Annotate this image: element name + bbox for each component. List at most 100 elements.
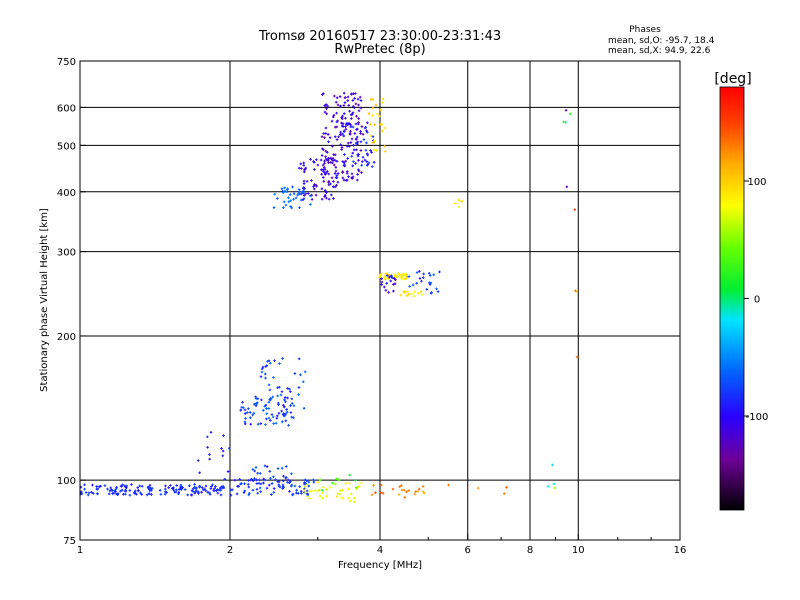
data-point xyxy=(140,493,144,496)
data-point xyxy=(130,483,133,486)
data-point xyxy=(280,187,284,191)
data-point xyxy=(222,434,225,437)
data-point xyxy=(247,407,250,410)
data-point xyxy=(370,493,374,497)
data-point xyxy=(106,487,109,491)
data-point xyxy=(124,488,127,492)
data-point xyxy=(239,408,243,412)
data-point xyxy=(312,187,316,191)
data-point xyxy=(177,490,181,494)
data-point xyxy=(255,401,259,405)
data-point xyxy=(340,116,344,119)
data-point xyxy=(95,492,99,495)
data-point xyxy=(164,487,167,491)
data-point xyxy=(190,493,194,497)
data-point xyxy=(249,478,252,482)
stats-o-line: mean, sd,O: -95.7, 18.4 xyxy=(608,36,715,46)
data-point xyxy=(568,112,572,116)
data-point xyxy=(251,413,255,417)
data-point xyxy=(320,491,324,495)
data-point xyxy=(171,487,174,490)
data-point xyxy=(164,484,167,488)
data-point xyxy=(380,280,384,284)
data-point xyxy=(375,112,379,116)
data-point xyxy=(291,185,294,189)
data-point xyxy=(265,465,269,468)
data-point xyxy=(302,194,306,197)
data-point xyxy=(325,151,329,154)
data-point xyxy=(286,187,289,191)
data-point xyxy=(243,412,247,415)
data-point xyxy=(193,486,196,489)
data-point xyxy=(354,478,357,482)
data-point xyxy=(352,160,355,163)
data-point xyxy=(422,276,425,279)
data-point xyxy=(354,162,357,165)
data-point xyxy=(292,192,296,196)
data-point xyxy=(353,132,357,135)
data-point xyxy=(247,479,250,482)
data-point xyxy=(336,172,340,175)
data-point xyxy=(381,101,385,104)
data-point xyxy=(290,206,293,210)
data-point xyxy=(284,412,288,416)
data-point xyxy=(344,116,347,120)
data-point xyxy=(289,205,293,208)
data-point xyxy=(355,135,359,139)
data-point xyxy=(371,106,375,110)
data-point xyxy=(370,165,374,168)
data-point xyxy=(457,198,461,202)
data-point xyxy=(293,372,297,375)
data-point xyxy=(335,96,339,100)
data-point xyxy=(359,140,363,144)
data-point xyxy=(252,411,256,415)
data-point xyxy=(219,493,223,497)
data-point xyxy=(281,479,285,483)
data-point xyxy=(270,482,274,485)
data-point xyxy=(289,199,292,202)
data-point xyxy=(306,483,309,486)
data-point xyxy=(357,109,361,113)
data-point xyxy=(347,496,351,500)
data-point xyxy=(357,103,360,107)
data-point xyxy=(334,100,338,104)
data-point xyxy=(341,125,345,128)
data-point xyxy=(95,485,98,488)
data-point xyxy=(297,357,301,361)
data-point xyxy=(357,153,360,156)
data-point xyxy=(370,151,373,154)
data-point xyxy=(365,164,369,167)
data-point xyxy=(307,480,311,484)
data-point xyxy=(339,133,343,136)
data-point xyxy=(305,479,309,483)
data-point xyxy=(327,183,331,187)
data-point xyxy=(416,490,420,493)
stats-heading: Phases xyxy=(629,25,661,35)
data-point xyxy=(261,365,265,369)
data-point xyxy=(229,488,233,492)
data-point xyxy=(323,161,326,165)
data-point xyxy=(290,484,293,488)
data-point xyxy=(546,485,550,488)
data-point xyxy=(361,132,365,136)
data-point xyxy=(335,138,339,141)
data-point xyxy=(398,273,402,277)
data-point xyxy=(277,480,281,484)
data-point xyxy=(280,390,284,393)
data-point xyxy=(163,492,167,496)
data-point xyxy=(177,488,181,491)
data-point xyxy=(429,281,433,285)
data-point xyxy=(249,416,252,420)
data-point xyxy=(333,482,337,486)
data-point xyxy=(341,170,344,174)
data-point xyxy=(337,478,340,481)
data-points xyxy=(79,91,579,504)
data-point xyxy=(272,422,275,425)
data-point xyxy=(320,187,324,191)
data-point xyxy=(422,491,426,495)
data-point xyxy=(259,422,263,425)
data-point xyxy=(325,191,328,194)
data-point xyxy=(393,282,397,285)
plot-area: 1 2 4 6 8 10 16 75 100 200 300 400 500 600 750 xyxy=(57,57,686,556)
data-point xyxy=(295,488,298,492)
